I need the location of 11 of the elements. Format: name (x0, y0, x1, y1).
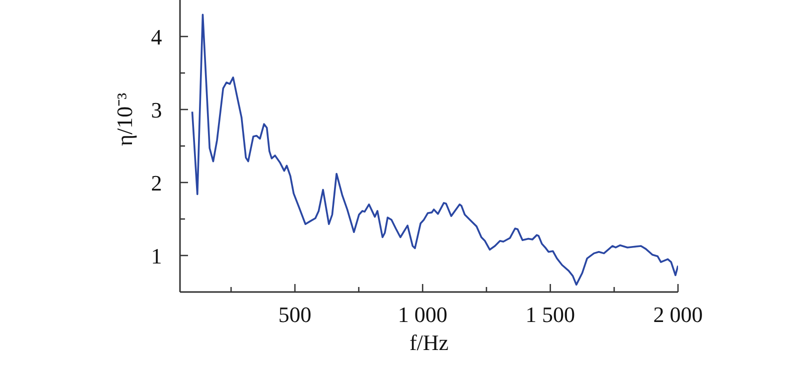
x-tick-label: 500 (278, 302, 312, 327)
y-tick-label: 4 (151, 24, 162, 50)
x-tick-label: 1 000 (398, 302, 448, 327)
y-tick-label: 3 (151, 98, 162, 122)
x-axis-title: f/Hz (409, 330, 449, 355)
y-tick-label: 1 (151, 244, 162, 268)
x-tick-label: 1 500 (526, 302, 576, 327)
x-tick-label: 2 000 (653, 302, 703, 327)
y-axis-title: η/10⁻³ (112, 92, 137, 146)
y-tick-label: 2 (151, 170, 162, 196)
line-series (191, 14, 678, 286)
